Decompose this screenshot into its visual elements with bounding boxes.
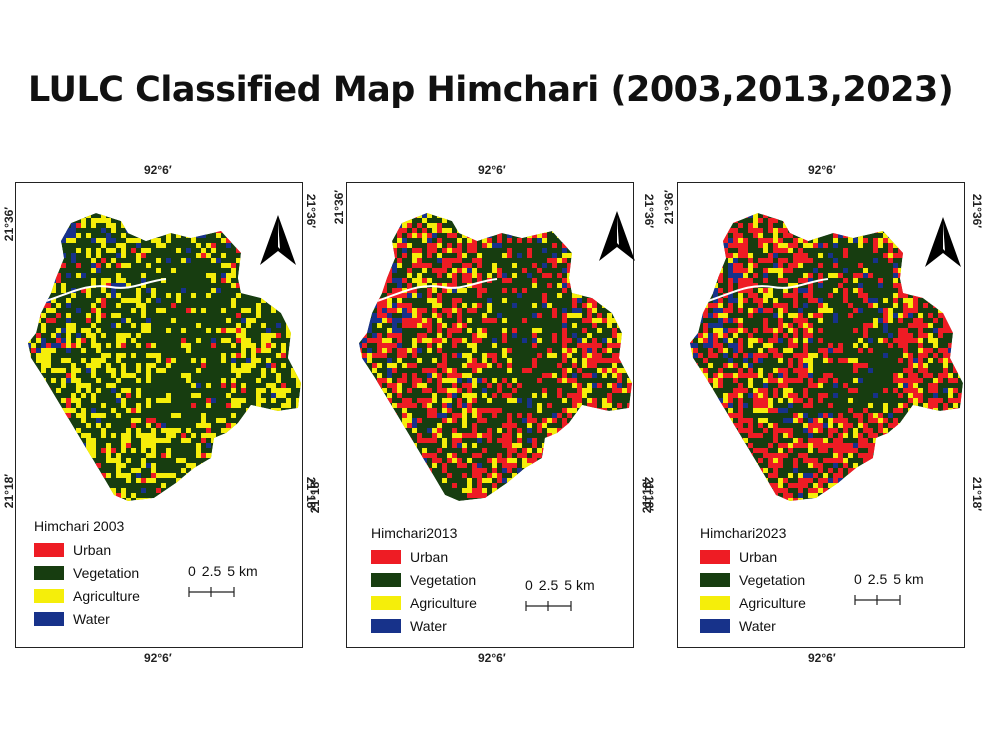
legend: Himchari 2003 Urban Vegetation Agriculture… bbox=[34, 518, 140, 630]
legend-label: Agriculture bbox=[739, 594, 806, 611]
legend-swatch bbox=[371, 572, 401, 587]
scale-label: 0 bbox=[188, 563, 196, 579]
legend-item-vegetation: Vegetation bbox=[371, 568, 477, 591]
lat-label-top-right: 21°36′ bbox=[304, 193, 319, 229]
scale-label: 5 km bbox=[893, 571, 924, 587]
map-panel-2013: Himchari2013 Urban Vegetation Agriculture W… bbox=[346, 182, 635, 648]
lat-label-top-right: 21°36′ bbox=[642, 193, 657, 229]
legend-label: Agriculture bbox=[73, 587, 140, 604]
lon-label-bottom: 92°6′ bbox=[144, 651, 172, 665]
lulc-map-2003 bbox=[28, 213, 301, 501]
lon-label-bottom: 92°6′ bbox=[478, 651, 506, 665]
lulc-classified-area bbox=[690, 213, 963, 501]
scale-bar: 0 2.5 5 km bbox=[525, 577, 601, 611]
lon-label-top: 92°6′ bbox=[144, 163, 172, 177]
legend-item-agriculture: Agriculture bbox=[700, 591, 806, 614]
legend-label: Water bbox=[739, 617, 776, 634]
lat-label-top-left: 21°36′ bbox=[332, 189, 347, 225]
legend-swatch bbox=[700, 572, 730, 587]
map-panel-2003: Himchari 2003 Urban Vegetation Agriculture… bbox=[15, 182, 303, 648]
legend-swatch bbox=[371, 549, 401, 564]
lat-label-top-right: 21°36′ bbox=[970, 193, 985, 229]
lulc-classified-area bbox=[359, 213, 632, 501]
legend-item-agriculture: Agriculture bbox=[371, 591, 477, 614]
legend-item-urban: Urban bbox=[371, 545, 477, 568]
legend-item-water: Water bbox=[34, 607, 140, 630]
legend-swatch bbox=[34, 588, 64, 603]
legend-item-urban: Urban bbox=[700, 545, 806, 568]
legend-swatch bbox=[371, 595, 401, 610]
legend-item-water: Water bbox=[371, 614, 477, 637]
lulc-map-2023 bbox=[690, 213, 963, 501]
scale-label: 5 km bbox=[564, 577, 595, 593]
lat-label-bottom-left: 21°18′ bbox=[2, 473, 17, 509]
lon-label-top: 92°6′ bbox=[808, 163, 836, 177]
river-line bbox=[707, 278, 829, 302]
legend-title: Himchari 2003 bbox=[34, 518, 125, 534]
legend: Himchari2013 Urban Vegetation Agriculture W… bbox=[371, 525, 477, 637]
legend-item-urban: Urban bbox=[34, 538, 140, 561]
legend-title: Himchari2023 bbox=[700, 525, 787, 541]
lat-label-bottom-left: 21°18′ bbox=[640, 478, 655, 514]
river-line bbox=[376, 278, 498, 302]
scale-label: 0 bbox=[525, 577, 533, 593]
legend-swatch bbox=[34, 565, 64, 580]
lon-label-bottom: 92°6′ bbox=[808, 651, 836, 665]
north-arrow-icon bbox=[260, 215, 296, 265]
legend: Himchari2023 Urban Vegetation Agriculture W… bbox=[700, 525, 806, 637]
lat-label-bottom-right: 21°18′ bbox=[970, 476, 985, 512]
legend-swatch bbox=[700, 595, 730, 610]
legend-swatch bbox=[34, 542, 64, 557]
legend-label: Urban bbox=[410, 548, 449, 565]
river-line bbox=[45, 278, 167, 302]
scale-bar-line bbox=[525, 601, 572, 611]
legend-swatch bbox=[700, 618, 730, 633]
legend-label: Vegetation bbox=[73, 564, 140, 581]
legend-label: Vegetation bbox=[410, 571, 477, 588]
map-panel-2023: Himchari2023 Urban Vegetation Agriculture W… bbox=[677, 182, 965, 648]
north-arrow-icon bbox=[599, 211, 635, 261]
page-title: LULC Classified Map Himchari (2003,2013,… bbox=[28, 70, 954, 110]
legend-item-agriculture: Agriculture bbox=[34, 584, 140, 607]
legend-label: Urban bbox=[739, 548, 778, 565]
scale-label: 2.5 bbox=[538, 577, 559, 593]
lat-label-bottom-left: 21°18′ bbox=[308, 478, 323, 514]
lulc-map-2013 bbox=[359, 213, 632, 501]
lat-label-top-left: 21°36′ bbox=[662, 189, 677, 225]
scale-bar: 0 2.5 5 km bbox=[188, 563, 264, 597]
scale-bar: 0 2.5 5 km bbox=[854, 571, 930, 605]
scale-bar-line bbox=[854, 595, 901, 605]
legend-label: Water bbox=[73, 610, 110, 627]
legend-item-vegetation: Vegetation bbox=[700, 568, 806, 591]
legend-title: Himchari2013 bbox=[371, 525, 458, 541]
scale-label: 2.5 bbox=[867, 571, 888, 587]
scale-label: 5 km bbox=[227, 563, 258, 579]
legend-swatch bbox=[371, 618, 401, 633]
lon-label-top: 92°6′ bbox=[478, 163, 506, 177]
legend-item-vegetation: Vegetation bbox=[34, 561, 140, 584]
legend-swatch bbox=[34, 611, 64, 626]
legend-label: Water bbox=[410, 617, 447, 634]
legend-label: Urban bbox=[73, 541, 112, 558]
legend-label: Vegetation bbox=[739, 571, 806, 588]
scale-label: 2.5 bbox=[201, 563, 222, 579]
legend-label: Agriculture bbox=[410, 594, 477, 611]
lat-label-top-left: 21°36′ bbox=[2, 206, 17, 242]
legend-swatch bbox=[700, 549, 730, 564]
north-arrow-icon bbox=[925, 217, 961, 267]
scale-label: 0 bbox=[854, 571, 862, 587]
legend-item-water: Water bbox=[700, 614, 806, 637]
scale-bar-line bbox=[188, 587, 235, 597]
